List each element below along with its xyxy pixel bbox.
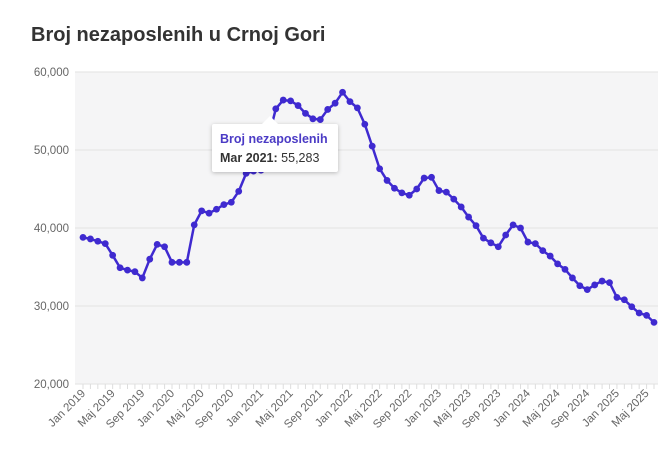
data-point [361,120,369,128]
data-point [116,264,124,272]
y-tick-label: 30,000 [34,301,69,313]
data-point [650,318,658,326]
tooltip-arrow [262,116,278,124]
data-point [383,177,391,184]
data-point [294,102,302,109]
data-point [480,234,487,242]
data-point [190,221,198,229]
data-point [435,187,443,194]
data-point [442,188,450,196]
data-point [509,221,517,229]
y-tick-label: 20,000 [34,379,69,391]
data-point [138,274,146,282]
data-point [316,116,324,123]
data-point [620,296,628,304]
data-point [546,252,554,260]
data-point [205,209,213,217]
data-point [124,266,131,274]
data-point [302,109,309,117]
data-point [101,240,109,248]
data-point [309,115,317,123]
tooltip: Broj nezaposlenih Mar 2021: 55,283 [212,116,338,172]
data-point [287,97,295,105]
data-point [146,255,154,263]
data-point [561,265,569,273]
data-point [79,233,87,241]
data-point [524,238,532,246]
data-point [413,185,421,193]
data-point [635,309,643,317]
data-point [176,258,183,266]
data-point [324,106,332,113]
data-point [131,268,139,276]
data-point [606,279,613,286]
data-point [272,105,280,113]
data-point [405,191,413,199]
data-point [450,195,458,203]
data-point [487,239,495,247]
data-point [472,222,480,230]
y-tick-label: 40,000 [34,223,69,235]
tooltip-value: 55,283 [281,151,320,165]
data-point [517,224,524,232]
data-point [391,184,398,192]
data-point [628,303,636,311]
data-point [353,104,361,112]
chart-title: Broj nezaposlenih u Crnoj Gori [31,24,326,46]
data-point [428,173,435,181]
data-point [220,201,228,209]
data-point [465,213,473,221]
data-point [457,203,465,211]
tooltip-date: Mar 2021: [220,151,278,165]
data-point [227,198,235,206]
data-point [213,205,220,213]
y-tick-label: 50,000 [34,145,69,157]
y-tick-label: 60,000 [34,67,69,79]
data-point [109,251,117,259]
data-point [539,247,547,255]
data-point [161,243,168,251]
data-point [331,99,339,107]
data-point [598,277,606,285]
data-point [613,294,621,301]
data-point [279,96,287,104]
data-point [569,274,576,282]
data-point [576,282,584,290]
data-point [87,235,94,243]
data-point [94,237,102,245]
data-point [643,311,650,319]
tooltip-series-name: Broj nezaposlenih [220,132,328,146]
data-point [583,286,591,294]
tooltip-value-line: Mar 2021: 55,283 [220,151,319,165]
data-point [168,258,176,266]
data-point [235,187,243,195]
data-point [398,189,406,197]
data-point [183,258,191,266]
data-point [198,207,206,215]
data-point [554,260,561,268]
data-point [153,240,161,248]
data-point [339,88,346,96]
data-point [502,231,510,239]
data-point [368,142,376,150]
data-point [420,174,428,182]
data-point [346,98,354,106]
data-point [494,243,502,251]
data-point [591,281,599,289]
data-point [376,165,384,173]
data-point [531,240,539,248]
